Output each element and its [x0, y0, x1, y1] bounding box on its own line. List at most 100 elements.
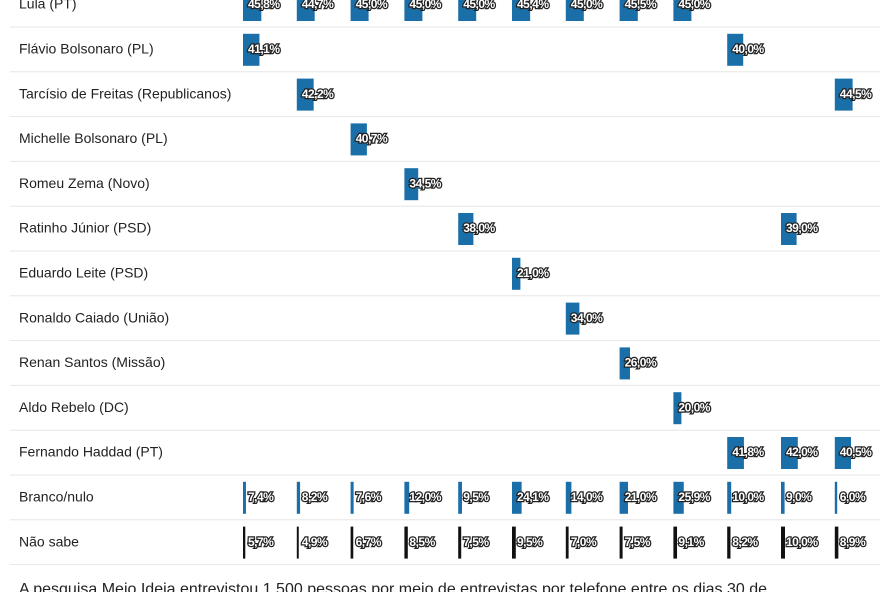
bar — [458, 481, 462, 514]
bar — [781, 526, 785, 559]
value-label: 9,5% — [517, 535, 543, 549]
value-label: 38,0% — [463, 221, 495, 235]
value-label: 45,5% — [625, 0, 657, 11]
value-label: 40,5% — [840, 445, 872, 459]
value-label: 7,5% — [463, 535, 489, 549]
value-label: 7,5% — [625, 535, 651, 549]
value-label: 40,7% — [356, 132, 388, 146]
value-label: 10,0% — [732, 490, 764, 504]
value-label: 42,2% — [302, 87, 334, 101]
value-label: 10,0% — [786, 535, 818, 549]
value-label: 42,0% — [786, 445, 818, 459]
bar — [512, 481, 522, 514]
bar — [834, 481, 838, 514]
value-label: 9,5% — [463, 490, 489, 504]
row-label: Renan Santos (Missão) — [19, 354, 165, 370]
bar — [458, 526, 462, 559]
value-label: 20,0% — [678, 400, 710, 414]
bar — [243, 481, 246, 514]
value-label: 5,7% — [248, 535, 274, 549]
bar — [512, 0, 531, 21]
bar — [781, 481, 785, 514]
row-label: Não sabe — [19, 533, 79, 549]
bar — [834, 78, 853, 111]
bar — [834, 437, 851, 469]
value-label: 40,0% — [732, 42, 764, 56]
bar — [781, 437, 798, 469]
bar — [565, 526, 569, 559]
value-label: 8,2% — [302, 490, 328, 504]
value-label: 8,9% — [840, 535, 866, 549]
value-label: 45,4% — [517, 0, 549, 11]
bar — [458, 0, 477, 21]
bar — [350, 481, 354, 514]
bar — [565, 481, 572, 514]
row-label: Flávio Bolsonaro (PL) — [19, 41, 154, 57]
value-label: 45,0% — [463, 0, 495, 11]
bar — [404, 481, 410, 514]
bar — [350, 123, 367, 156]
bar — [727, 33, 744, 66]
value-label: 44,7% — [302, 0, 334, 11]
bar — [834, 526, 839, 559]
row-label: Ratinho Júnior (PSD) — [19, 220, 151, 236]
bar — [565, 302, 580, 335]
value-label: 44,5% — [840, 87, 872, 101]
bar — [296, 78, 314, 111]
bar — [350, 0, 369, 21]
bar — [727, 437, 744, 469]
bar — [619, 0, 638, 21]
bar — [404, 168, 419, 201]
bar — [727, 481, 732, 514]
value-label: 41,8% — [732, 445, 764, 459]
row-label: Eduardo Leite (PSD) — [19, 265, 148, 281]
value-label: 45,8% — [248, 0, 280, 11]
bar — [512, 257, 521, 290]
value-label: 45,0% — [409, 0, 441, 11]
row-label: Romeu Zema (Novo) — [19, 175, 150, 191]
row-label: Ronaldo Caiado (União) — [19, 309, 169, 325]
value-label: 25,9% — [678, 490, 710, 504]
bar — [512, 526, 516, 559]
bar — [404, 526, 408, 559]
value-label: 14,0% — [571, 490, 603, 504]
bar — [619, 481, 628, 514]
bar — [243, 33, 260, 66]
value-label: 39,0% — [786, 221, 818, 235]
row-label: Aldo Rebelo (DC) — [19, 399, 129, 415]
value-label: 7,6% — [356, 490, 382, 504]
value-label: 8,5% — [409, 535, 435, 549]
row-label: Michelle Bolsonaro (PL) — [19, 130, 168, 146]
bar — [350, 526, 354, 559]
value-label: 21,0% — [625, 490, 657, 504]
bar — [673, 526, 678, 559]
value-label: 7,0% — [571, 535, 597, 549]
value-label: 45,0% — [356, 0, 388, 11]
value-label: 45,0% — [571, 0, 603, 11]
bar — [404, 0, 423, 21]
value-label: 24,1% — [517, 490, 549, 504]
bar — [673, 392, 682, 425]
bar — [296, 481, 301, 514]
row-label: Branco/nulo — [19, 489, 94, 505]
value-label: 26,0% — [625, 356, 657, 370]
value-label: 34,0% — [571, 311, 603, 325]
value-label: 6,0% — [840, 490, 866, 504]
bar — [673, 0, 692, 21]
row-label: Lula (PT) — [19, 0, 77, 12]
value-label: 8,2% — [732, 535, 758, 549]
bar — [458, 213, 474, 245]
value-label: 6,7% — [356, 535, 382, 549]
row-label: Tarcísio de Freitas (Republicanos) — [19, 85, 231, 101]
bar — [243, 0, 262, 21]
value-label: 9,0% — [786, 490, 812, 504]
row-label: Fernando Haddad (PT) — [19, 444, 163, 460]
value-label: 4,9% — [302, 535, 328, 549]
bar — [296, 0, 315, 21]
footnote: A pesquisa Meio Ideia entrevistou 1.500 … — [19, 581, 767, 592]
bar — [296, 526, 299, 559]
bar — [673, 481, 684, 514]
value-label: 34,5% — [409, 176, 441, 190]
